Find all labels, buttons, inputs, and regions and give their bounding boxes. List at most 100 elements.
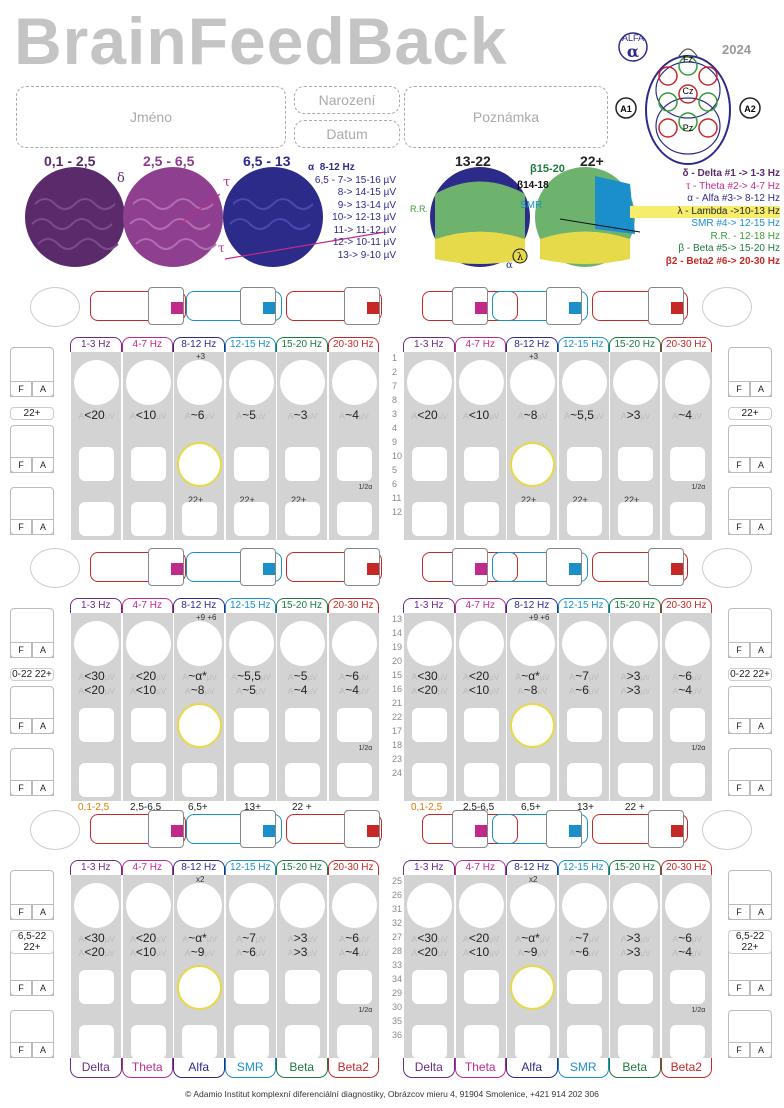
measure-square[interactable] [233,708,269,742]
measure-square[interactable] [79,763,114,797]
measure-circle[interactable] [458,621,504,666]
measure-circle[interactable] [510,883,555,928]
measure-square[interactable] [177,703,222,748]
measure-square[interactable] [566,447,602,481]
protocol-icon[interactable] [344,548,380,586]
measure-circle[interactable] [458,360,504,405]
measure-circle[interactable] [125,360,171,405]
measure-square[interactable] [130,708,166,742]
measure-square[interactable] [285,763,320,797]
measure-circle[interactable] [613,883,658,928]
name-field[interactable]: Jméno [16,86,286,148]
measure-square[interactable] [412,447,447,481]
protocol-icon[interactable] [648,810,684,848]
measure-square[interactable] [130,502,166,536]
measure-square[interactable] [669,502,705,536]
measure-circle[interactable] [561,360,607,405]
measure-square[interactable] [177,442,222,487]
measure-square[interactable] [566,763,602,797]
measure-circle[interactable] [228,883,274,928]
protocol-icon[interactable] [546,287,582,325]
measure-square[interactable] [463,763,499,797]
measure-circle[interactable] [177,360,222,405]
measure-square[interactable] [515,502,550,536]
measure-circle[interactable] [125,621,171,666]
measure-square[interactable] [130,1025,166,1059]
measure-circle[interactable] [280,883,325,928]
measure-circle[interactable] [561,883,607,928]
protocol-icon[interactable] [546,548,582,586]
measure-square[interactable] [79,502,114,536]
measure-square[interactable] [566,708,602,742]
measure-square[interactable] [130,447,166,481]
measure-square[interactable] [412,1025,447,1059]
measure-square[interactable] [669,1025,705,1059]
measure-square[interactable] [130,763,166,797]
measure-square[interactable] [618,970,653,1004]
measure-circle[interactable] [458,883,504,928]
measure-square[interactable] [79,447,114,481]
measure-square[interactable] [285,447,320,481]
measure-circle[interactable] [664,621,710,666]
measure-square[interactable] [285,1025,320,1059]
measure-square[interactable] [233,502,269,536]
measure-square[interactable] [669,447,705,481]
measure-circle[interactable] [125,883,171,928]
measure-circle[interactable] [613,360,658,405]
measure-square[interactable] [618,447,653,481]
protocol-icon[interactable] [344,810,380,848]
measure-circle[interactable] [664,883,710,928]
measure-square[interactable] [233,763,269,797]
measure-square[interactable] [515,763,550,797]
measure-square[interactable] [336,447,372,481]
measure-circle[interactable] [280,621,325,666]
measure-square[interactable] [79,708,114,742]
protocol-icon[interactable] [546,810,582,848]
measure-square[interactable] [618,502,653,536]
measure-square[interactable] [463,970,499,1004]
measure-circle[interactable] [510,360,555,405]
measure-square[interactable] [412,763,447,797]
measure-square[interactable] [412,970,447,1004]
measure-circle[interactable] [613,621,658,666]
measure-square[interactable] [618,1025,653,1059]
measure-square[interactable] [182,1025,217,1059]
measure-circle[interactable] [664,360,710,405]
measure-square[interactable] [182,502,217,536]
measure-square[interactable] [285,502,320,536]
protocol-icon[interactable] [148,548,184,586]
measure-circle[interactable] [74,883,119,928]
protocol-icon[interactable] [452,810,488,848]
measure-square[interactable] [336,970,372,1004]
measure-square[interactable] [233,447,269,481]
measure-square[interactable] [463,447,499,481]
measure-square[interactable] [233,970,269,1004]
measure-circle[interactable] [331,360,377,405]
protocol-icon[interactable] [240,287,276,325]
measure-square[interactable] [463,502,499,536]
measure-square[interactable] [285,708,320,742]
protocol-icon[interactable] [648,548,684,586]
date-field[interactable]: Datum [294,120,400,148]
measure-circle[interactable] [331,883,377,928]
measure-square[interactable] [669,763,705,797]
measure-square[interactable] [177,965,222,1010]
measure-circle[interactable] [407,621,452,666]
side-box[interactable] [10,686,54,734]
note-field[interactable]: Poznámka [404,86,608,148]
measure-square[interactable] [130,970,166,1004]
measure-square[interactable] [285,970,320,1004]
measure-square[interactable] [463,1025,499,1059]
